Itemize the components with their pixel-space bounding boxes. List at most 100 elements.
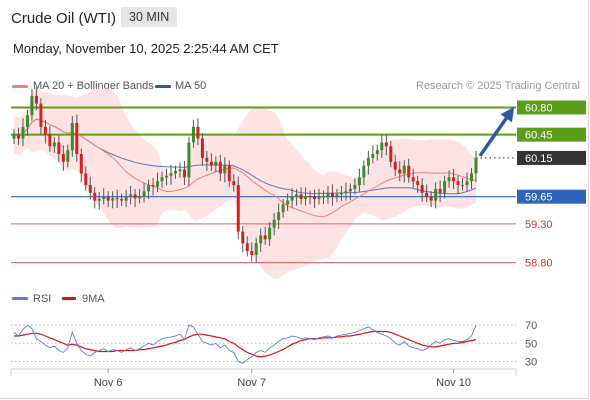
candle-body — [48, 134, 52, 147]
candle-body — [129, 194, 133, 197]
candle — [290, 188, 294, 209]
candle — [142, 182, 146, 203]
candle-body — [61, 154, 65, 162]
candle-body — [425, 192, 429, 197]
rsi-ma9-line — [14, 330, 477, 358]
candle-body — [124, 196, 128, 201]
candle — [425, 184, 429, 203]
candle — [191, 119, 195, 148]
candle — [429, 191, 433, 208]
candle — [362, 160, 366, 186]
ma9-legend-swatch — [62, 297, 76, 300]
candle — [452, 168, 456, 189]
candle — [93, 187, 97, 209]
candle — [281, 199, 285, 218]
candle — [254, 237, 258, 263]
candles-layer — [12, 87, 478, 263]
candle — [250, 242, 254, 262]
candle — [147, 179, 151, 200]
candle — [61, 145, 65, 171]
candle-body — [79, 154, 83, 174]
candle — [357, 168, 361, 192]
level-label-resistance: 60.80 — [525, 103, 553, 115]
candle-body — [102, 196, 106, 200]
candle — [70, 116, 74, 157]
candle — [344, 182, 348, 201]
candle-body — [281, 204, 285, 213]
level-tag-resistance — [517, 100, 586, 115]
candle-body — [205, 157, 209, 162]
candle-body — [196, 126, 200, 139]
candle — [79, 148, 83, 183]
bollinger-band — [14, 87, 476, 279]
candle-body — [443, 181, 447, 193]
candle — [339, 185, 343, 201]
candle — [48, 126, 52, 152]
candle-body — [43, 126, 47, 135]
candle-body — [393, 161, 397, 170]
candle — [88, 176, 92, 200]
moving-average-layer — [13, 118, 477, 218]
candle — [16, 127, 20, 146]
rsi-legend-swatch — [12, 297, 28, 300]
candle-body — [263, 235, 267, 240]
timeframe-button[interactable]: 30 MIN — [121, 7, 178, 27]
candle — [106, 191, 110, 208]
candle-body — [259, 235, 263, 244]
candle-body — [223, 165, 227, 174]
candle-body — [232, 181, 236, 186]
candle — [272, 212, 276, 236]
candle-body — [209, 161, 213, 166]
level-label-support: 58.80 — [525, 258, 553, 270]
candle — [227, 160, 231, 187]
candle — [295, 188, 299, 206]
candle-body — [308, 195, 312, 197]
candle-body — [156, 181, 160, 187]
candle-body — [456, 181, 460, 186]
candle-body — [290, 196, 294, 201]
candle — [438, 180, 442, 202]
candle — [200, 133, 204, 166]
candle — [196, 118, 200, 146]
candle — [39, 98, 43, 135]
candle — [317, 188, 321, 205]
ma20-legend-swatch — [12, 85, 28, 88]
candle — [384, 133, 388, 156]
candle — [299, 187, 303, 205]
candle — [173, 165, 177, 179]
candle-body — [115, 198, 119, 200]
candle-body — [97, 199, 101, 201]
candle-body — [178, 169, 182, 172]
candle — [461, 178, 465, 191]
candle — [470, 168, 474, 189]
candle — [304, 187, 308, 206]
candle — [232, 174, 236, 192]
candle-body — [160, 177, 164, 182]
candle-body — [317, 197, 321, 200]
candle — [223, 157, 227, 183]
candle-body — [173, 171, 177, 174]
candle — [84, 166, 88, 191]
candle-body — [461, 185, 465, 187]
candle — [160, 171, 164, 188]
candle — [30, 88, 34, 121]
candle-body — [313, 196, 317, 200]
candle-body — [227, 165, 231, 182]
candle — [129, 185, 133, 205]
candle — [138, 188, 142, 204]
bollinger-band-layer — [14, 87, 476, 279]
candle-body — [16, 134, 20, 139]
candle-body — [335, 194, 339, 197]
candle — [348, 183, 352, 201]
candle-body — [66, 150, 70, 162]
projection-layer — [478, 106, 515, 157]
candle — [57, 135, 61, 162]
candle-body — [286, 200, 290, 205]
candle-body — [245, 243, 249, 251]
candle — [268, 222, 272, 246]
candle-body — [236, 185, 240, 232]
projection-arrow — [478, 106, 515, 157]
candle — [52, 136, 56, 153]
